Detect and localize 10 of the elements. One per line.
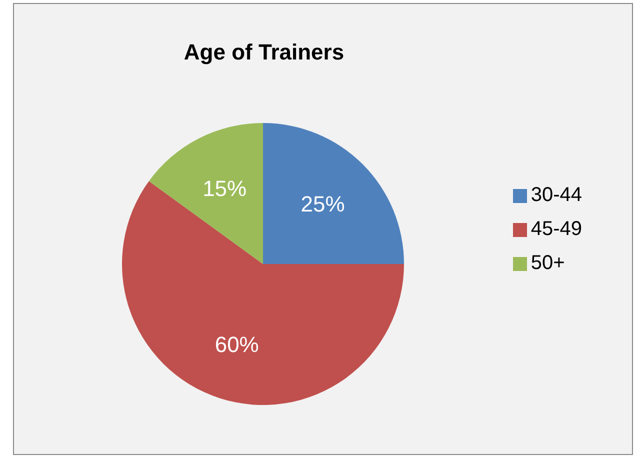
- legend-label: 45-49: [530, 218, 582, 240]
- data-label: 15%: [202, 176, 247, 202]
- pie-slice: [122, 181, 404, 405]
- pie-slice: [263, 123, 404, 264]
- legend-label: 30-44: [530, 184, 582, 206]
- data-label: 25%: [300, 192, 345, 217]
- chart-title: Age of Trainers: [184, 40, 344, 64]
- data-label: 60%: [214, 332, 259, 357]
- legend-label: 50+: [530, 252, 565, 274]
- pie-slice: [148, 123, 263, 264]
